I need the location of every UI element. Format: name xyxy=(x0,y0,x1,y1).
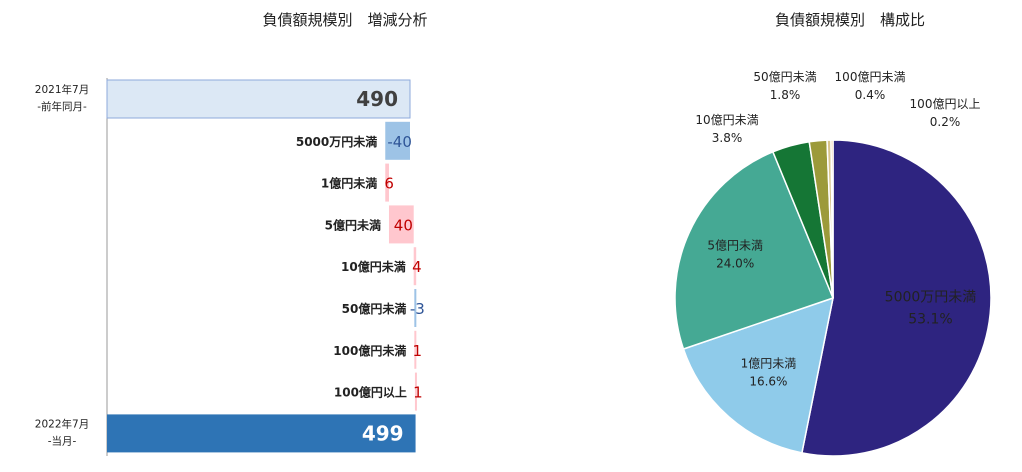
waterfall-value-step: 6 xyxy=(384,175,394,193)
waterfall-category-label: 5000万円未満 xyxy=(296,134,377,149)
waterfall-value-step: 1 xyxy=(413,342,423,360)
pie-slice-value: 3.8% xyxy=(712,131,743,145)
waterfall-start-label: 2021年7月 xyxy=(35,83,89,96)
pie-slice xyxy=(674,150,834,350)
waterfall-bar-step xyxy=(385,121,410,160)
waterfall-bar-step xyxy=(388,205,414,244)
pie-title: 負債額規模別 構成比 xyxy=(775,11,925,29)
waterfall-category-label: 100億円以上 xyxy=(334,385,407,400)
waterfall-bar-step xyxy=(413,247,417,286)
waterfall-start-sublabel: -前年同月- xyxy=(37,100,87,113)
waterfall-value-step: -40 xyxy=(387,133,412,151)
pie-slice-value: 1.8% xyxy=(770,88,801,102)
pie-slice-value: 0.2% xyxy=(930,115,961,129)
waterfall-category-label: 50億円未満 xyxy=(342,301,407,316)
waterfall-value-step: -3 xyxy=(410,300,425,318)
waterfall-value-step: 40 xyxy=(394,216,413,234)
pie-slice-label: 10億円未満 xyxy=(695,113,758,127)
pie-slice-value: 0.4% xyxy=(855,88,886,102)
pie-slice-label: 5000万円未満 xyxy=(885,290,977,306)
pie-slice-value: 16.6% xyxy=(749,375,787,389)
waterfall-value-step: 1 xyxy=(413,384,423,402)
waterfall-value-start: 490 xyxy=(356,87,398,111)
waterfall-chart: 490 2021年7月 -前年同月- -40 5000万円未満 6 1億円未満 40 5億円未満… xyxy=(35,78,425,456)
pie-slice-value: 24.0% xyxy=(716,257,754,271)
waterfall-bar-step xyxy=(414,289,417,327)
waterfall-end-label: 2022年7月 xyxy=(35,417,89,430)
waterfall-bar-step xyxy=(385,163,389,202)
pie-slice xyxy=(830,139,834,299)
waterfall-title: 負債額規模別 増減分析 xyxy=(262,11,427,29)
pie-slice xyxy=(801,139,992,457)
waterfall-category-label: 10億円未満 xyxy=(341,259,406,274)
pie-slice-label: 5億円未満 xyxy=(707,239,763,253)
pie-slice-label: 50億円未満 xyxy=(753,70,816,84)
pie-slice-label: 100億円以上 xyxy=(910,97,981,111)
waterfall-bar-start xyxy=(106,79,411,119)
waterfall-category-label: 1億円未満 xyxy=(321,176,377,191)
waterfall-value-end: 499 xyxy=(362,421,404,445)
waterfall-bar-step xyxy=(414,330,417,369)
waterfall-bar-end xyxy=(107,414,416,453)
pie-slice-label: 1億円未満 xyxy=(741,357,797,371)
pie-slice-value: 53.1% xyxy=(908,312,952,328)
waterfall-end-sublabel: -当月- xyxy=(48,434,77,447)
waterfall-value-step: 4 xyxy=(412,258,422,276)
waterfall-category-label: 5億円未満 xyxy=(325,217,381,232)
waterfall-category-label: 100億円未満 xyxy=(333,343,406,358)
waterfall-bar-step xyxy=(414,372,417,411)
pie-slice-label: 100億円未満 xyxy=(835,70,906,84)
pie-chart: 5000万円未満 53.1% 1億円未満 16.6% 5億円未満 24.0% 10億円未満 3… xyxy=(674,70,992,457)
